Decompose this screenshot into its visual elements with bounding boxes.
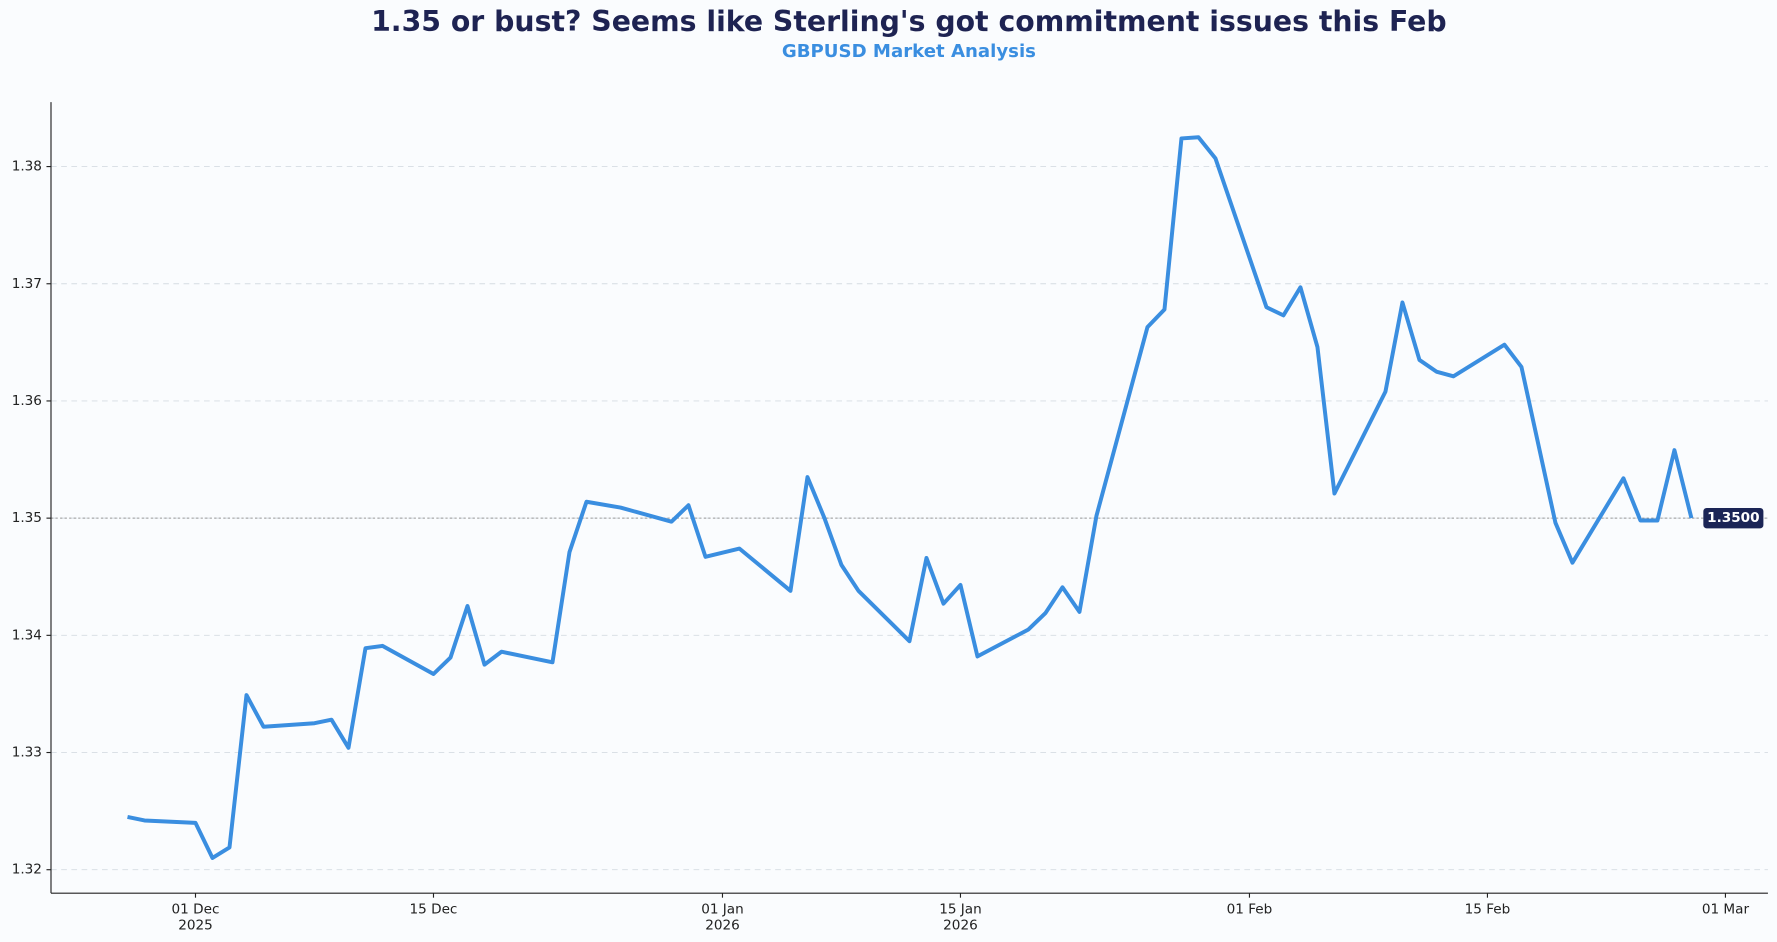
x-tick-label: 15 Feb xyxy=(1465,902,1511,918)
x-tick-label: 15 Dec xyxy=(410,902,458,918)
y-tick-label: 1.37 xyxy=(12,276,42,292)
y-tick-label: 1.32 xyxy=(12,862,42,878)
last-value-badge xyxy=(1703,507,1764,529)
y-tick-label: 1.33 xyxy=(12,745,42,761)
y-tick-label: 1.35 xyxy=(12,510,42,526)
last-value-label: 1.3500 xyxy=(1707,510,1759,526)
x-tick-label: 15 Jan 2026 xyxy=(939,902,982,934)
y-tick-label: 1.34 xyxy=(12,627,42,643)
chart-title: 1.35 or bust? Seems like Sterling's got … xyxy=(371,5,1447,38)
x-tick-label: 01 Feb xyxy=(1227,902,1273,918)
y-tick-label: 1.36 xyxy=(12,393,42,409)
x-tick-label: 01 Mar xyxy=(1702,902,1750,918)
x-tick-label: 01 Jan 2026 xyxy=(701,902,744,934)
series-line xyxy=(127,135,1694,860)
y-tick-label: 1.38 xyxy=(12,159,42,175)
x-tick-label: 01 Dec 2025 xyxy=(172,902,220,934)
chart-subtitle: GBPUSD Market Analysis xyxy=(782,41,1036,62)
